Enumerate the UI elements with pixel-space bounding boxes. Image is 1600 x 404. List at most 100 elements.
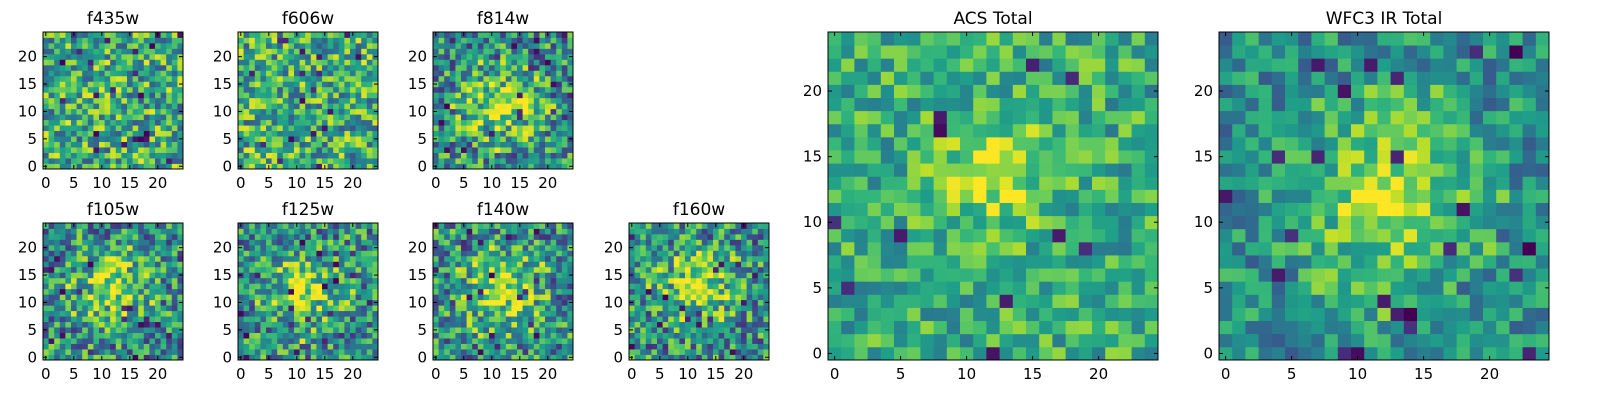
heatmap-cell (551, 65, 557, 71)
heatmap-cell (523, 54, 529, 60)
heatmap-cell (82, 234, 88, 240)
heatmap-cell (691, 322, 697, 328)
heatmap-cell (450, 294, 456, 300)
heatmap-cell (149, 48, 155, 54)
heatmap-cell (534, 311, 540, 317)
heatmap-cell (663, 228, 669, 234)
heatmap-cell (1118, 321, 1132, 335)
heatmap-cell (556, 114, 562, 120)
heatmap-cell (93, 54, 99, 60)
heatmap-cell (545, 153, 551, 159)
heatmap-cell (49, 125, 55, 131)
heatmap-cell (361, 37, 367, 43)
heatmap-cell (367, 153, 373, 159)
heatmap-cell (556, 316, 562, 322)
heatmap-cell (707, 338, 713, 344)
heatmap-cell (500, 48, 506, 54)
heatmap-cell (272, 120, 278, 126)
heatmap-cell (266, 136, 272, 142)
heatmap-cell (110, 316, 116, 322)
heatmap-cell (657, 261, 663, 267)
heatmap-cell (674, 294, 680, 300)
heatmap-cell (461, 256, 467, 262)
heatmap-cell (244, 272, 250, 278)
heatmap-cell (277, 120, 283, 126)
heatmap-cell (663, 278, 669, 284)
heatmap-cell (361, 142, 367, 148)
heatmap-cell (478, 305, 484, 311)
heatmap-cell (450, 54, 456, 60)
heatmap-cell (500, 267, 506, 273)
heatmap-cell (105, 81, 111, 87)
heatmap-cell (294, 142, 300, 148)
heatmap-cell (249, 158, 255, 164)
heatmap-cell (562, 234, 568, 240)
heatmap-cell (249, 59, 255, 65)
heatmap-cell (881, 176, 895, 190)
heatmap-cell (674, 311, 680, 317)
heatmap-cell (450, 87, 456, 93)
y-tick-label: 20 (408, 239, 427, 257)
heatmap-cell (71, 125, 77, 131)
heatmap-cell (500, 125, 506, 131)
heatmap-cell (920, 294, 934, 308)
heatmap-cell (277, 250, 283, 256)
heatmap-cell (635, 316, 641, 322)
heatmap-cell (93, 316, 99, 322)
heatmap-cell (283, 239, 289, 245)
heatmap-cell (439, 289, 445, 295)
heatmap-cell (138, 103, 144, 109)
heatmap-cell (88, 256, 94, 262)
heatmap-cell (657, 228, 663, 234)
heatmap-cell (455, 70, 461, 76)
heatmap-cell (539, 283, 545, 289)
heatmap-cell (511, 59, 517, 65)
heatmap-cell (551, 153, 557, 159)
heatmap-cell (472, 43, 478, 49)
heatmap-cell (356, 76, 362, 82)
heatmap-cell (127, 300, 133, 306)
heatmap-cell (238, 48, 244, 54)
heatmap-cell (752, 245, 758, 251)
heatmap-cell (65, 316, 71, 322)
heatmap-cell (244, 120, 250, 126)
heatmap-cell (127, 98, 133, 104)
heatmap-cell (367, 267, 373, 273)
heatmap-cell (316, 92, 322, 98)
heatmap-cell (110, 239, 116, 245)
heatmap-cell (545, 120, 551, 126)
heatmap-cell (328, 311, 334, 317)
heatmap-cell (881, 294, 895, 308)
heatmap-cell (495, 272, 501, 278)
heatmap-cell (868, 216, 882, 230)
heatmap-cell (316, 153, 322, 159)
heatmap-cell (161, 59, 167, 65)
heatmap-cell (272, 32, 278, 38)
heatmap-cell (1052, 281, 1066, 295)
y-tick-label: 0 (27, 348, 37, 366)
heatmap-cell (719, 228, 725, 234)
heatmap-cell (907, 347, 921, 361)
heatmap-cell (483, 338, 489, 344)
heatmap-cell (305, 120, 311, 126)
heatmap-cell (450, 37, 456, 43)
heatmap-cell (65, 32, 71, 38)
heatmap-cell (562, 136, 568, 142)
heatmap-cell (747, 223, 753, 229)
heatmap-cell (472, 322, 478, 328)
heatmap-cell (523, 311, 529, 317)
heatmap-cell (333, 37, 339, 43)
heatmap-cell (54, 272, 60, 278)
heatmap-cell (110, 125, 116, 131)
heatmap-cell (60, 272, 66, 278)
heatmap-cell (674, 239, 680, 245)
heatmap-cell (707, 316, 713, 322)
heatmap-cell (133, 131, 139, 137)
heatmap-cell (283, 300, 289, 306)
heatmap-cell (679, 283, 685, 289)
heatmap-cell (71, 283, 77, 289)
heatmap-cell (973, 255, 987, 269)
heatmap-cell (288, 37, 294, 43)
heatmap-cell (467, 267, 473, 273)
heatmap-cell (350, 305, 356, 311)
